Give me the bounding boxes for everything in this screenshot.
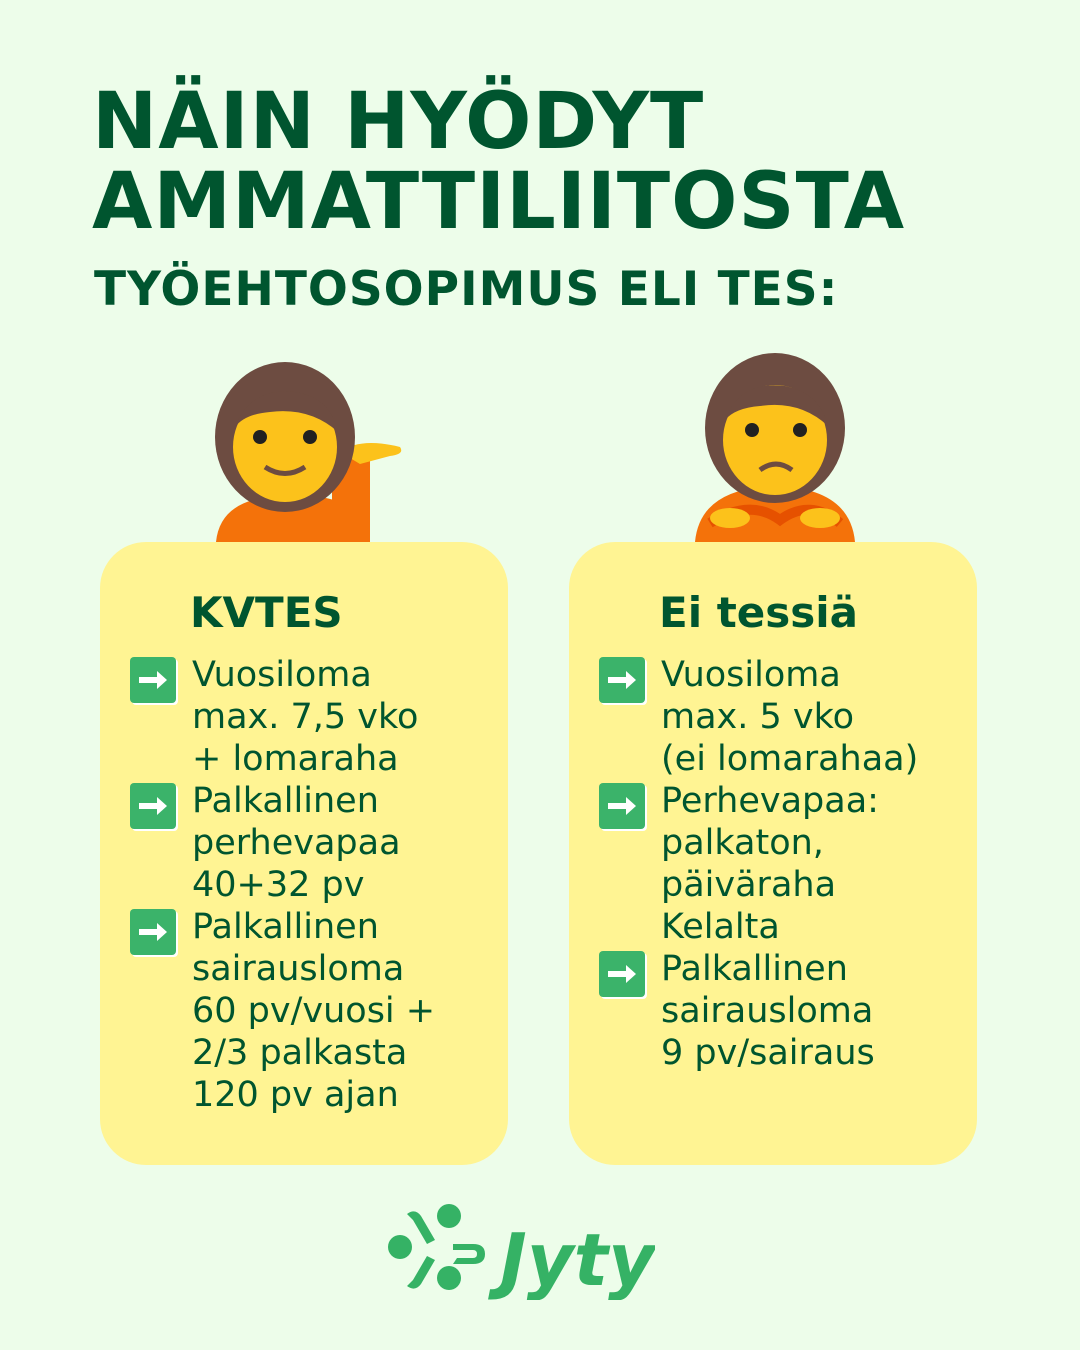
item-text: Vuosiloma max. 5 vko (ei lomarahaa) [661, 655, 919, 779]
jyty-logo: Jyty [388, 1204, 655, 1300]
logo-text: Jyty [488, 1218, 655, 1300]
card-kvtes: KVTES Vuosiloma max. 7,5 vko + lomaraha … [100, 542, 508, 1165]
subtitle: TYÖEHTOSOPIMUS ELI TES: [94, 262, 839, 317]
right-arrow-icon [599, 783, 645, 829]
list-item: Vuosiloma max. 5 vko (ei lomarahaa) [599, 654, 967, 780]
right-arrow-icon [599, 657, 645, 703]
page-title: NÄIN HYÖDYT AMMATTILIITOSTA [92, 82, 905, 242]
card-heading: Ei tessiä [659, 588, 859, 637]
card-ei-tessia: Ei tessiä Vuosiloma max. 5 vko (ei lomar… [569, 542, 977, 1165]
item-text: Palkallinen sairausloma 60 pv/vuosi + 2/… [192, 907, 436, 1115]
item-text: Perhevapaa: palkaton, päiväraha Kelalta [661, 781, 879, 947]
item-text: Vuosiloma max. 7,5 vko + lomaraha [192, 655, 419, 779]
list-item: Perhevapaa: palkaton, päiväraha Kelalta [599, 780, 967, 948]
list-item: Palkallinen sairausloma 9 pv/sairaus [599, 948, 967, 1074]
card-heading: KVTES [190, 588, 343, 637]
item-text: Palkallinen sairausloma 9 pv/sairaus [661, 949, 875, 1073]
person-tipping-hand-icon [215, 362, 402, 542]
title-line-2: AMMATTILIITOSTA [92, 157, 906, 247]
person-pouting-icon [695, 353, 855, 542]
list-item: Vuosiloma max. 7,5 vko + lomaraha [130, 654, 498, 780]
list-item: Palkallinen sairausloma 60 pv/vuosi + 2/… [130, 906, 498, 1116]
right-arrow-icon [599, 951, 645, 997]
title-line-1: NÄIN HYÖDYT [92, 77, 705, 167]
item-text: Palkallinen perhevapaa 40+32 pv [192, 781, 401, 905]
list-item: Palkallinen perhevapaa 40+32 pv [130, 780, 498, 906]
right-arrow-icon [130, 909, 176, 955]
right-arrow-icon [130, 657, 176, 703]
right-arrow-icon [130, 783, 176, 829]
